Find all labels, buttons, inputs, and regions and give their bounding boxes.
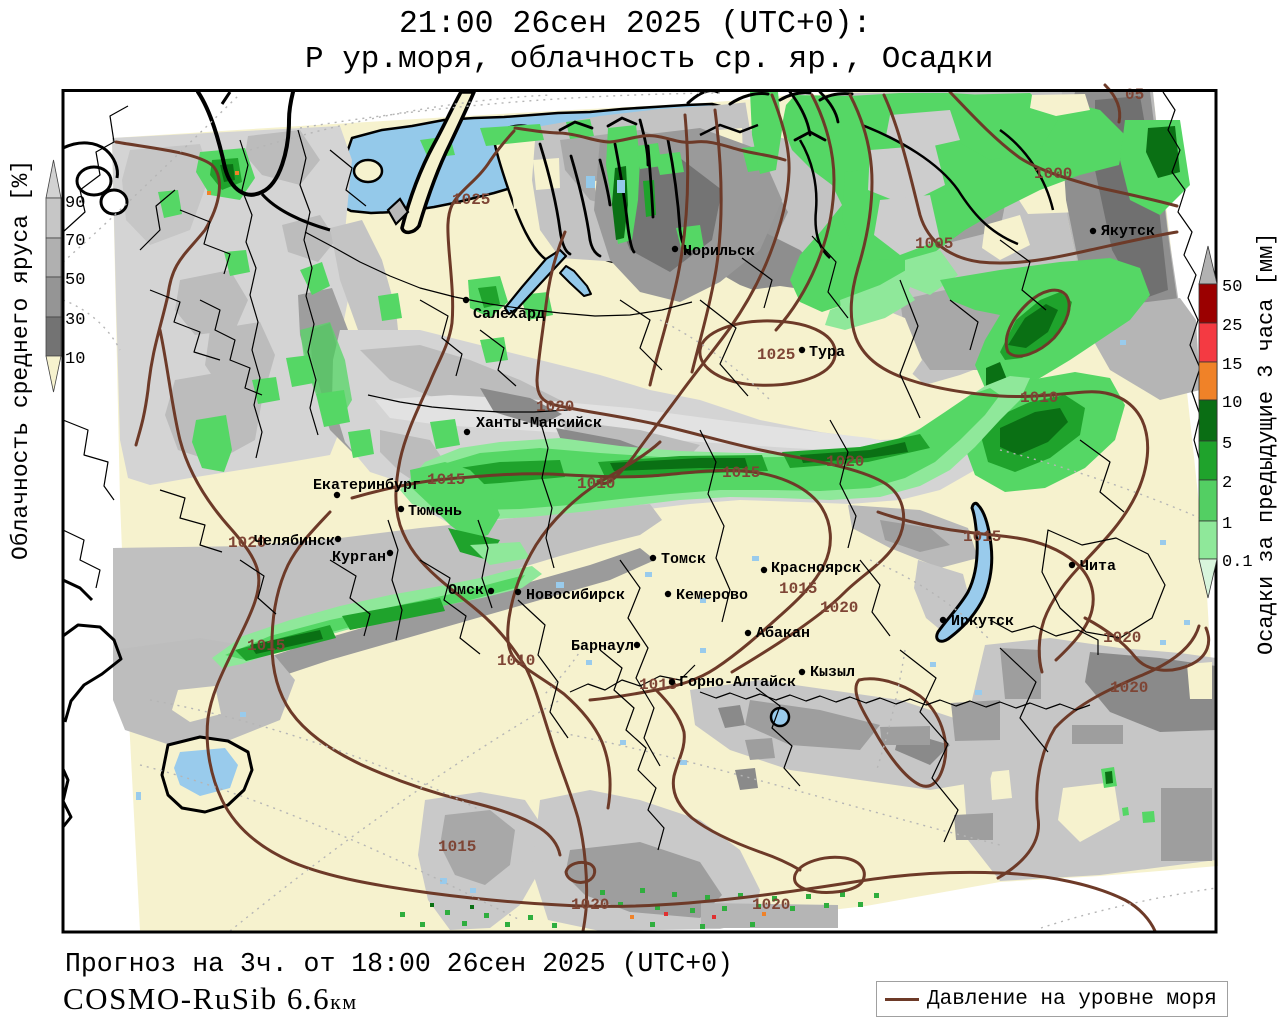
svg-text:Осадки за предыдущие 3 часа [м: Осадки за предыдущие 3 часа [мм] (1254, 233, 1279, 655)
svg-text:1010: 1010 (577, 475, 615, 493)
svg-text:1015: 1015 (963, 528, 1001, 546)
svg-text:2: 2 (1222, 474, 1232, 493)
svg-text:Тюмень: Тюмень (408, 503, 462, 520)
svg-text:1010: 1010 (497, 652, 535, 670)
svg-text:1010: 1010 (1020, 389, 1058, 407)
svg-text:Новосибирск: Новосибирск (526, 587, 625, 604)
svg-text:Красноярск: Красноярск (771, 560, 861, 577)
svg-text:Барнаул: Барнаул (571, 638, 634, 655)
svg-text:25: 25 (1222, 317, 1242, 336)
svg-text:Ханты-Мансийск: Ханты-Мансийск (476, 415, 602, 432)
svg-text:50: 50 (65, 271, 85, 290)
svg-text:1020: 1020 (571, 896, 609, 914)
svg-text:0.1: 0.1 (1222, 553, 1253, 572)
svg-text:Тура: Тура (809, 344, 845, 361)
svg-text:1015: 1015 (438, 838, 476, 856)
svg-text:10: 10 (1222, 394, 1242, 413)
svg-text:90: 90 (65, 194, 85, 213)
svg-text:Кызыл: Кызыл (810, 664, 855, 681)
svg-text:1015: 1015 (247, 637, 285, 655)
svg-text:Чита: Чита (1080, 558, 1116, 575)
svg-text:1020: 1020 (1103, 629, 1141, 647)
svg-text:Челябинск: Челябинск (254, 533, 335, 550)
svg-text:1: 1 (1222, 515, 1232, 534)
svg-text:1020: 1020 (820, 599, 858, 617)
svg-text:Омск: Омск (448, 582, 484, 599)
svg-text:Томск: Томск (661, 551, 706, 568)
svg-text:Салехард: Салехард (473, 306, 545, 323)
svg-text:1020: 1020 (1110, 679, 1148, 697)
svg-text:Курган: Курган (332, 549, 386, 566)
svg-text:Облачность среднего яруса [%]: Облачность среднего яруса [%] (8, 160, 34, 560)
svg-text:1020: 1020 (826, 453, 864, 471)
svg-text:Кемерово: Кемерово (676, 587, 748, 604)
svg-text:1015: 1015 (427, 471, 465, 489)
svg-text:1025: 1025 (452, 191, 490, 209)
svg-text:5: 5 (1222, 435, 1232, 454)
svg-text:30: 30 (65, 311, 85, 330)
svg-text:Иркутск: Иркутск (951, 613, 1014, 630)
svg-text:1020: 1020 (752, 896, 790, 914)
svg-text:05: 05 (1125, 86, 1144, 104)
svg-text:1015: 1015 (779, 580, 817, 598)
svg-text:1025: 1025 (757, 346, 795, 364)
svg-text:50: 50 (1222, 278, 1242, 297)
svg-text:10: 10 (65, 350, 85, 369)
svg-text:Якутск: Якутск (1101, 223, 1155, 240)
svg-text:70: 70 (65, 232, 85, 251)
svg-text:1000: 1000 (1034, 165, 1072, 183)
svg-text:Горно-Алтайск: Горно-Алтайск (679, 674, 796, 691)
svg-text:1020: 1020 (536, 398, 574, 416)
svg-text:1005: 1005 (915, 235, 953, 253)
svg-text:1020: 1020 (228, 534, 266, 552)
svg-text:Абакан: Абакан (756, 625, 810, 642)
svg-text:Норильск: Норильск (683, 243, 755, 260)
svg-text:15: 15 (1222, 356, 1242, 375)
svg-text:1015: 1015 (722, 464, 760, 482)
svg-text:1015: 1015 (639, 676, 677, 694)
svg-text:Екатеринбург: Екатеринбург (313, 477, 421, 494)
